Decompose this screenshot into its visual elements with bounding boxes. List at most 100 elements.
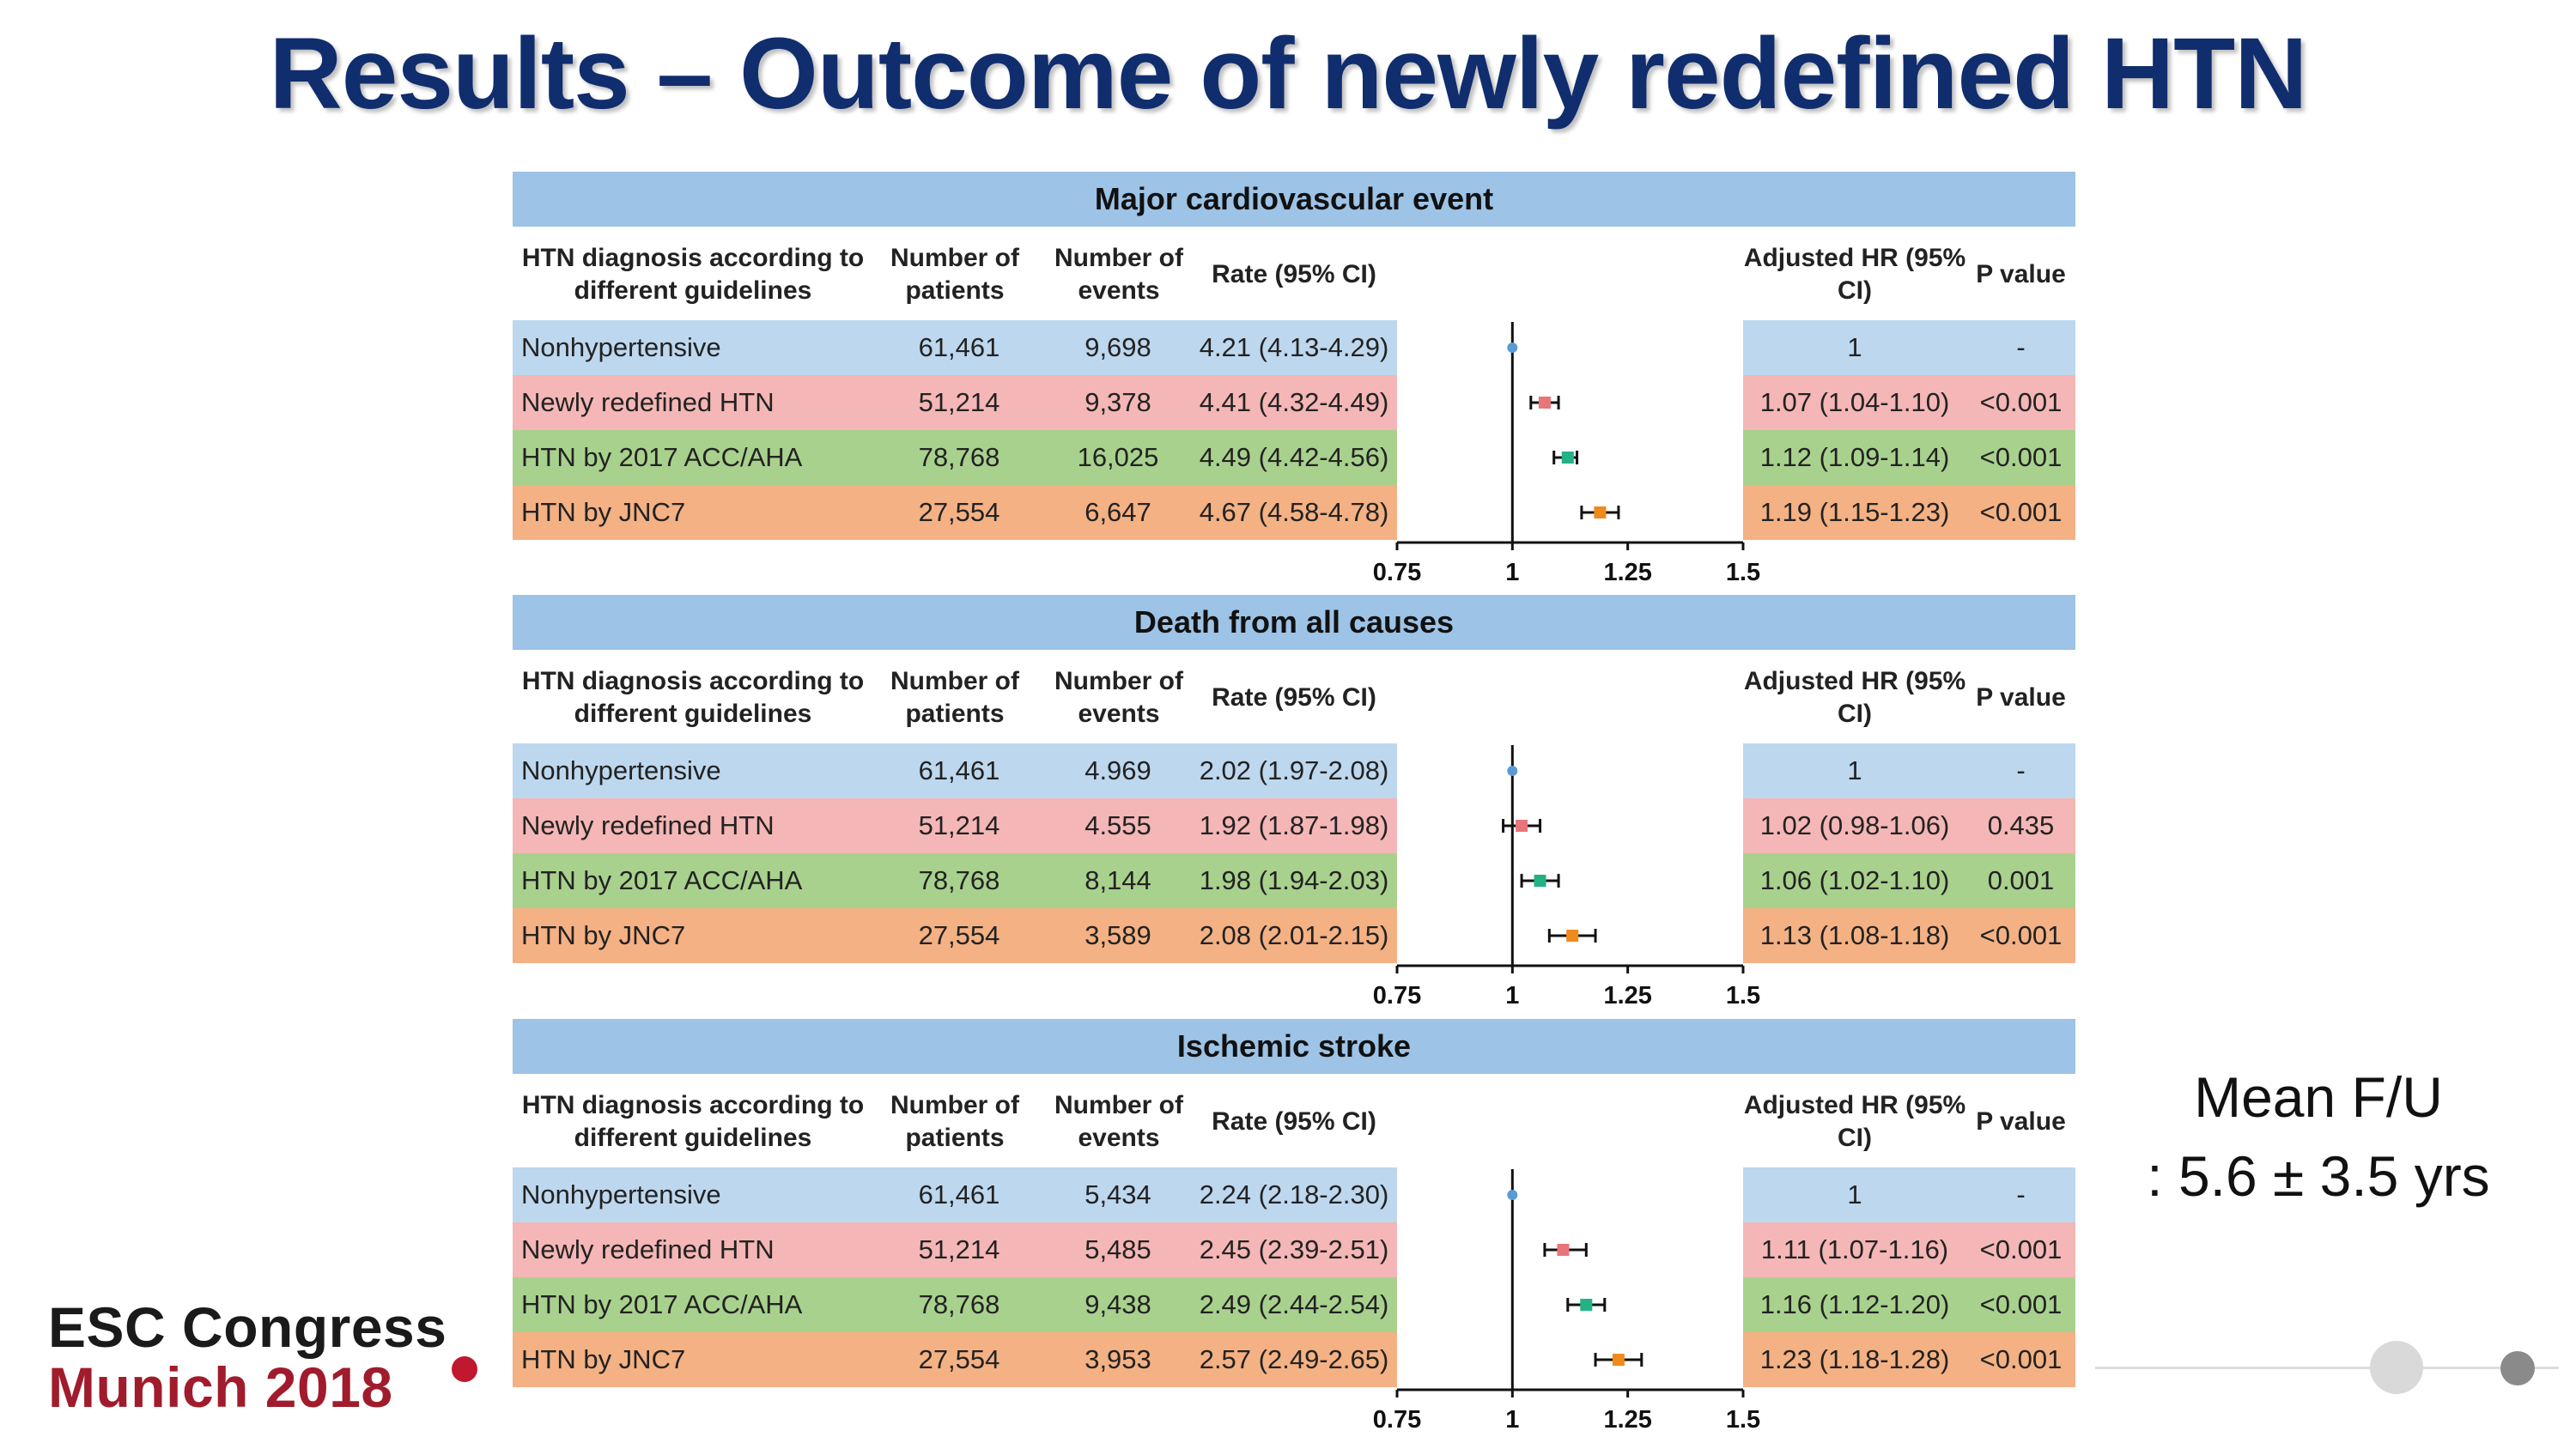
hr-point [1538, 397, 1551, 409]
hr-point [1507, 766, 1518, 776]
col-events: Number of events [1054, 244, 1183, 305]
col-adjusted-hr: Adjusted HR (95% CI) [1743, 667, 1966, 728]
table-row: Nonhypertensive 61,461 4.969 2.02 (1.97-2.0… [513, 743, 1397, 798]
logo-dot-icon [452, 1356, 477, 1382]
col-rate: Rate (95% CI) [1212, 1107, 1376, 1136]
table-row: Newly redefined HTN 51,214 5,485 2.45 (2.39… [513, 1222, 1397, 1277]
patients-cell: 51,214 [918, 810, 1000, 840]
rate-cell: 1.98 (1.94-2.03) [1199, 865, 1389, 895]
col-rate: Rate (95% CI) [1212, 683, 1376, 712]
col-adjusted-hr: Adjusted HR (95% CI) [1743, 244, 1966, 305]
forest-plot: 0.75 1 1.25 1.5 [1373, 322, 1760, 586]
table-row: Newly redefined HTN 51,214 9,378 4.41 (4.32… [513, 375, 1397, 430]
group-label: Nonhypertensive [521, 1179, 721, 1210]
events-cell: 9,378 [1084, 387, 1151, 417]
x-tick-label: 1 [1505, 559, 1519, 586]
table-row: HTN by 2017 ACC/AHA 78,768 16,025 4.49 (4.4… [513, 430, 1397, 485]
col-events: Number of events [1054, 1091, 1183, 1152]
hr-cell: 1.16 (1.12-1.20) [1759, 1289, 1950, 1319]
group-label: Newly redefined HTN [521, 1234, 775, 1264]
col-diagnosis: HTN diagnosis according to different gui… [521, 667, 865, 728]
group-label: Newly redefined HTN [521, 810, 775, 840]
col-patients: Number of patients [890, 1091, 1019, 1152]
hr-cell: 1.11 (1.07-1.16) [1760, 1234, 1949, 1264]
hr-cell: 1.19 (1.15-1.23) [1759, 497, 1950, 527]
hr-cell: 1 [1847, 755, 1862, 785]
table-row: HTN by JNC7 27,554 6,647 4.67 (4.58-4.78) [513, 485, 1397, 540]
x-tick-label: 1.25 [1603, 559, 1651, 586]
table-row-hr: 1.02 (0.98-1.06) 0.435 [1743, 798, 2075, 853]
events-cell: 16,025 [1077, 442, 1159, 472]
decorative-line [2095, 1367, 2559, 1369]
forest-panel: Ischemic stroke HTN diagnosis according t… [513, 1019, 2075, 1435]
x-tick-label: 1.5 [1726, 559, 1760, 586]
patients-cell: 27,554 [918, 1344, 1000, 1374]
table-row-hr: 1.16 (1.12-1.20) <0.001 [1743, 1277, 2075, 1332]
x-tick-label: 1 [1505, 1406, 1519, 1434]
table-row: Newly redefined HTN 51,214 4.555 1.92 (1.87… [513, 798, 1397, 853]
hr-cell: 1.06 (1.02-1.10) [1759, 865, 1950, 895]
group-label: Nonhypertensive [521, 755, 721, 785]
table-row: Nonhypertensive 61,461 5,434 2.24 (2.18-2.3… [513, 1167, 1397, 1222]
hr-cell: 1.07 (1.04-1.10) [1759, 387, 1950, 417]
col-patients: Number of patients [890, 667, 1019, 728]
events-cell: 4.555 [1084, 810, 1151, 840]
events-cell: 8,144 [1084, 865, 1151, 895]
patients-cell: 61,461 [918, 332, 1000, 362]
table-row-hr: 1.07 (1.04-1.10) <0.001 [1743, 375, 2075, 430]
table-row: HTN by 2017 ACC/AHA 78,768 8,144 1.98 (1.94… [513, 853, 1397, 908]
hr-cell: 1.02 (0.98-1.06) [1759, 810, 1950, 840]
esc-congress-logo-text: ESC Congress [48, 1295, 447, 1359]
patients-cell: 27,554 [918, 497, 1000, 527]
rate-cell: 2.02 (1.97-2.08) [1199, 755, 1389, 785]
p-value-cell: <0.001 [1979, 1289, 2063, 1319]
hr-point [1612, 1354, 1625, 1366]
group-label: HTN by JNC7 [521, 1344, 686, 1374]
table-row-hr: 1.23 (1.18-1.28) <0.001 [1743, 1332, 2075, 1387]
events-cell: 5,434 [1084, 1179, 1151, 1210]
hr-point [1534, 875, 1546, 887]
col-p-value: P value [1976, 1107, 2066, 1136]
hr-point [1507, 343, 1518, 353]
forest-plot: 0.75 1 1.25 1.5 [1373, 1169, 1760, 1434]
rate-cell: 2.24 (2.18-2.30) [1199, 1179, 1389, 1210]
forest-plot: 0.75 1 1.25 1.5 [1373, 745, 1760, 1009]
x-tick-label: 1 [1505, 982, 1519, 1009]
events-cell: 5,485 [1084, 1234, 1151, 1264]
p-value-cell: <0.001 [1979, 1344, 2063, 1374]
hr-point [1594, 506, 1607, 518]
table-row-hr: 1.13 (1.08-1.18) <0.001 [1743, 908, 2075, 963]
rate-cell: 4.49 (4.42-4.56) [1199, 442, 1389, 472]
table-row: HTN by 2017 ACC/AHA 78,768 9,438 2.49 (2.44… [513, 1277, 1397, 1332]
x-tick-label: 0.75 [1373, 1406, 1421, 1434]
group-label: HTN by 2017 ACC/AHA [521, 1289, 803, 1319]
events-cell: 9,438 [1084, 1289, 1151, 1319]
table-row-hr: 1.11 (1.07-1.16) <0.001 [1743, 1222, 2075, 1277]
x-tick-label: 1.5 [1726, 1406, 1760, 1434]
panel-title: Ischemic stroke [513, 1019, 2075, 1074]
forest-panel: Death from all causes HTN diagnosis accor… [513, 595, 2075, 1011]
col-adjusted-hr: Adjusted HR (95% CI) [1743, 1091, 1966, 1152]
patients-cell: 51,214 [918, 387, 1000, 417]
table-row-hr: 1.06 (1.02-1.10) 0.001 [1743, 853, 2075, 908]
col-diagnosis: HTN diagnosis according to different gui… [521, 1091, 865, 1152]
col-events: Number of events [1054, 667, 1183, 728]
group-label: HTN by JNC7 [521, 497, 686, 527]
x-tick-label: 1.25 [1603, 1406, 1651, 1434]
patients-cell: 61,461 [918, 755, 1000, 785]
events-cell: 9,698 [1084, 332, 1151, 362]
patients-cell: 51,214 [918, 1234, 1000, 1264]
group-label: Newly redefined HTN [521, 387, 775, 417]
p-value-cell: <0.001 [1979, 920, 2063, 950]
rate-cell: 2.08 (2.01-2.15) [1199, 920, 1389, 950]
x-tick-label: 0.75 [1373, 559, 1421, 586]
group-label: HTN by JNC7 [521, 920, 686, 950]
slide-title: Results – Outcome of newly redefined HTN [269, 17, 2308, 130]
panel-title: Death from all causes [513, 595, 2075, 650]
table-row: HTN by JNC7 27,554 3,953 2.57 (2.49-2.65) [513, 1332, 1397, 1387]
hr-cell: 1.23 (1.18-1.28) [1759, 1344, 1950, 1374]
decorative-circle-small-icon [2500, 1351, 2535, 1385]
table-row: HTN by JNC7 27,554 3,589 2.08 (2.01-2.15) [513, 908, 1397, 963]
p-value-cell: 0.435 [1987, 810, 2055, 840]
rate-cell: 2.49 (2.44-2.54) [1199, 1289, 1389, 1319]
